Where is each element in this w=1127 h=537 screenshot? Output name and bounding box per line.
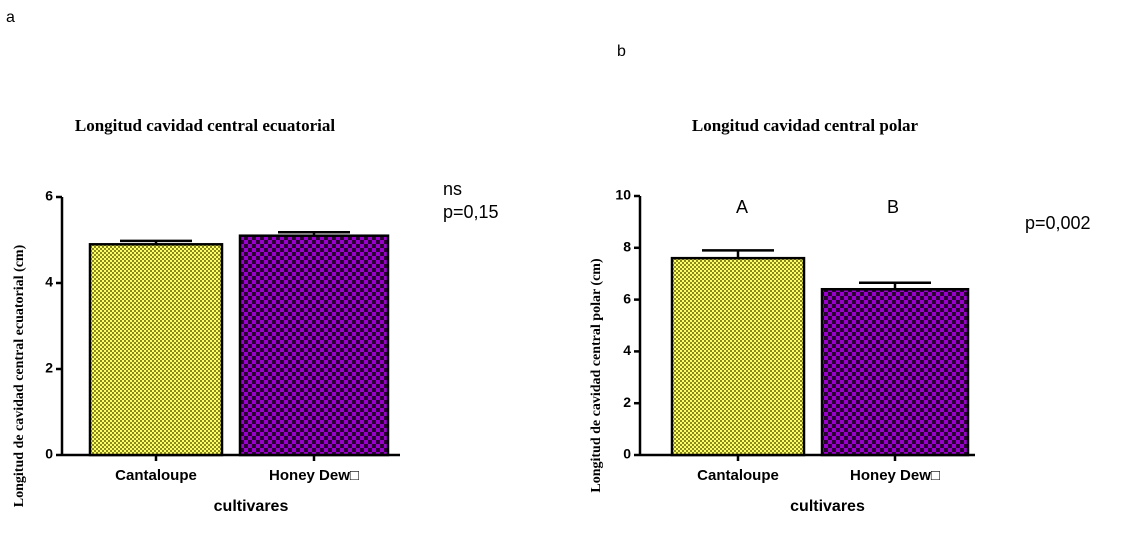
chart-title: Longitud cavidad central polar	[692, 116, 919, 135]
y-tick-label: 6	[45, 188, 53, 204]
x-tick-label: Honey Dew□	[850, 467, 940, 484]
x-axis-label: cultivares	[790, 498, 865, 515]
chart-title: Longitud cavidad central ecuatorial	[75, 116, 335, 135]
x-tick-label: Honey Dew□	[269, 467, 359, 484]
bar	[88, 243, 224, 457]
annotation: ns	[443, 179, 462, 199]
x-tick-label: Cantaloupe	[697, 467, 779, 484]
x-tick-label: Cantaloupe	[115, 467, 197, 484]
y-tick-label: 2	[623, 394, 631, 410]
annotation: B	[887, 197, 899, 217]
y-tick-label: 0	[623, 446, 631, 462]
bar	[820, 287, 970, 457]
y-tick-label: 0	[45, 446, 53, 462]
annotation: p=0,002	[1025, 213, 1091, 233]
panel-label: b	[617, 43, 626, 60]
bar	[238, 234, 390, 457]
panel-label: a	[6, 9, 15, 26]
x-axis-label: cultivares	[214, 498, 289, 515]
y-tick-label: 2	[45, 360, 53, 376]
y-axis-label: Longitud de cavidad central ecuatorial (…	[12, 244, 27, 507]
y-tick-label: 4	[45, 274, 53, 290]
y-tick-label: 6	[623, 290, 631, 306]
y-tick-label: 10	[615, 187, 631, 203]
bar	[670, 256, 806, 457]
y-tick-label: 4	[623, 342, 631, 358]
y-axis-label: Longitud de cavidad central polar (cm)	[589, 258, 604, 493]
annotation: A	[736, 197, 748, 217]
y-tick-label: 8	[623, 239, 631, 255]
annotation: p=0,15	[443, 202, 499, 222]
